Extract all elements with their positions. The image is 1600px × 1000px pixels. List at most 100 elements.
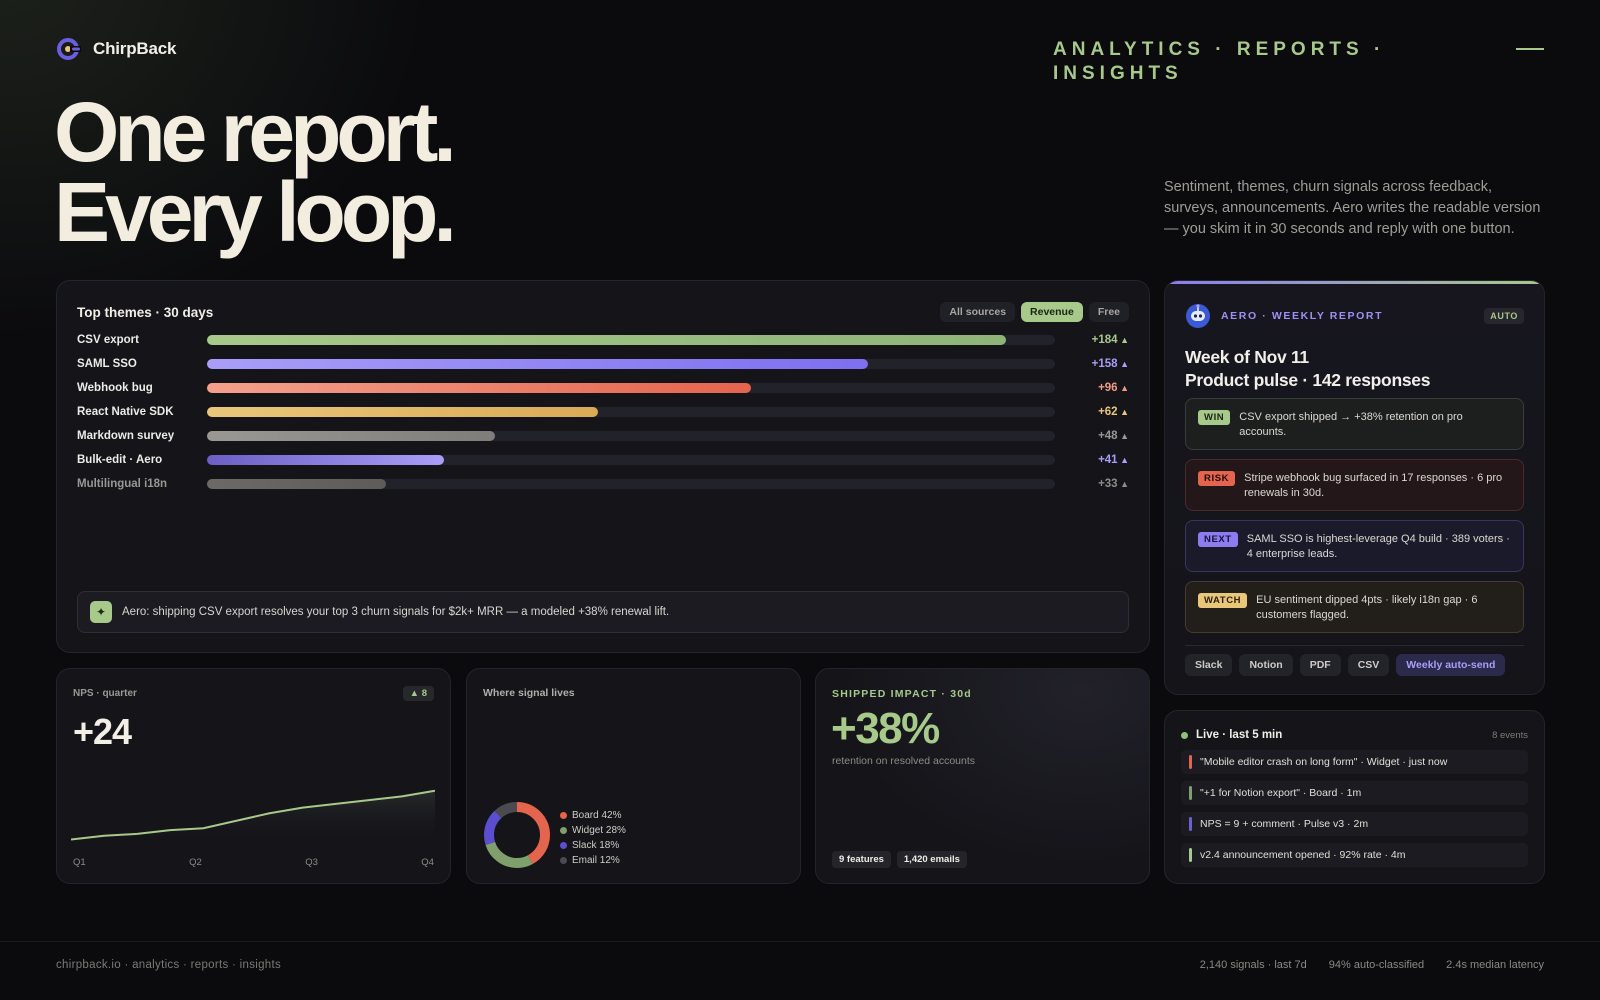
- export-slack-button[interactable]: Slack: [1185, 654, 1233, 676]
- report-kicker: AERO · WEEKLY REPORT: [1221, 310, 1384, 322]
- theme-delta: +158 ▲: [1055, 358, 1129, 370]
- nps-quarter-labels: Q1 Q2 Q3 Q4: [73, 857, 434, 868]
- features-chip[interactable]: 9 features: [832, 851, 891, 868]
- theme-delta-value: +158: [1091, 358, 1118, 370]
- theme-delta-value: +33: [1098, 478, 1118, 490]
- donut-slice: [484, 802, 550, 868]
- theme-row[interactable]: React Native SDK +62 ▲: [77, 404, 1129, 420]
- theme-delta: +96 ▲: [1055, 382, 1129, 394]
- nav-tagline: ANALYTICS · REPORTS · INSIGHTS: [1053, 39, 1386, 84]
- live-event[interactable]: "Mobile editor crash on long form" · Wid…: [1181, 750, 1528, 774]
- export-csv-button[interactable]: CSV: [1347, 654, 1390, 676]
- export-weekly-auto-send-button[interactable]: Weekly auto-send: [1396, 654, 1506, 676]
- menu-line-icon[interactable]: [1516, 48, 1544, 50]
- event-color-bar: [1189, 786, 1192, 800]
- quarter-label: Q2: [189, 857, 202, 868]
- nps-trend-chart: [71, 789, 435, 847]
- footer-site: chirpback.io · analytics · reports · ins…: [56, 959, 282, 971]
- report-accent-line: [1165, 281, 1544, 284]
- insight-tag: WIN: [1198, 410, 1231, 425]
- filter-free[interactable]: Free: [1088, 302, 1129, 322]
- theme-bar-fill: [207, 407, 598, 417]
- report-title-pulse: Product pulse · 142 responses: [1185, 370, 1431, 390]
- insight-tag: RISK: [1198, 471, 1236, 486]
- up-triangle-icon: ▲: [1117, 335, 1129, 345]
- theme-row[interactable]: Webhook bug +96 ▲: [77, 380, 1129, 396]
- legend-item: Widget 28%: [560, 823, 626, 838]
- signal-legend: Board 42% Widget 28% Slack 18% Email 12%: [560, 808, 626, 868]
- brand-name: ChirpBack: [93, 39, 177, 58]
- theme-row[interactable]: Bulk-edit · Aero +41 ▲: [77, 452, 1129, 468]
- report-header: AERO · WEEKLY REPORT AUTO: [1185, 303, 1524, 329]
- filter-revenue[interactable]: Revenue: [1021, 302, 1083, 322]
- event-text: NPS = 9 + comment · Pulse v3 · 2m: [1200, 818, 1369, 830]
- theme-delta: +33 ▲: [1055, 478, 1129, 490]
- up-triangle-icon: ▲: [1117, 431, 1129, 441]
- footer-stat: 2.4s median latency: [1446, 959, 1544, 971]
- impact-chips: 9 features 1,420 emails: [832, 851, 967, 868]
- theme-delta: +62 ▲: [1055, 406, 1129, 418]
- sparkle-icon: ✦: [90, 601, 112, 623]
- legend-item: Board 42%: [560, 808, 626, 823]
- report-divider: [1185, 645, 1524, 646]
- theme-label: CSV export: [77, 334, 139, 346]
- hero-line-2: Every loop.: [54, 165, 457, 259]
- filter-all-sources[interactable]: All sources: [940, 302, 1016, 322]
- donut-slice: [484, 802, 550, 868]
- event-color-bar: [1189, 848, 1192, 862]
- live-event[interactable]: "+1 for Notion export" · Board · 1m: [1181, 781, 1528, 805]
- emails-chip[interactable]: 1,420 emails: [896, 851, 967, 868]
- nps-value: +24: [73, 711, 132, 752]
- impact-kicker: SHIPPED IMPACT · 30d: [832, 688, 972, 700]
- export-pdf-button[interactable]: PDF: [1299, 654, 1341, 676]
- theme-row[interactable]: Markdown survey +48 ▲: [77, 428, 1129, 444]
- export-actions: Slack Notion PDF CSV Weekly auto-send: [1185, 654, 1506, 676]
- live-events-card: Live · last 5 min 8 events "Mobile edito…: [1164, 710, 1545, 884]
- insight-risk[interactable]: RISK Stripe webhook bug surfaced in 17 re…: [1185, 459, 1524, 511]
- footer-stats: 2,140 signals · last 7d 94% auto-classif…: [1200, 959, 1544, 971]
- insight-win[interactable]: WIN CSV export shipped → +38% retention o…: [1185, 398, 1524, 450]
- legend-item: Email 12%: [560, 853, 626, 868]
- up-triangle-icon: ▲: [1117, 479, 1129, 489]
- nps-kicker: NPS · quarter: [73, 688, 137, 699]
- theme-label: Bulk-edit · Aero: [77, 454, 163, 466]
- theme-row[interactable]: Multilingual i18n +33 ▲: [77, 476, 1129, 492]
- signal-donut-chart: [484, 802, 550, 868]
- theme-delta: +41 ▲: [1055, 454, 1129, 466]
- nps-trend-area: [71, 790, 435, 847]
- aero-robot-icon: [1186, 304, 1210, 328]
- impact-value: +38%: [831, 704, 940, 753]
- theme-row[interactable]: CSV export +184 ▲: [77, 332, 1129, 348]
- theme-delta-value: +48: [1098, 430, 1118, 442]
- nps-card: NPS · quarter ▲ 8 +24 Q1 Q2 Q3 Q4: [56, 668, 451, 884]
- theme-row[interactable]: SAML SSO +158 ▲: [77, 356, 1129, 372]
- aero-note[interactable]: ✦ Aero: shipping CSV export resolves you…: [77, 591, 1129, 633]
- export-notion-button[interactable]: Notion: [1239, 654, 1293, 676]
- nps-trend-line: [71, 789, 435, 841]
- theme-bar-fill: [207, 335, 1006, 345]
- impact-subtitle: retention on resolved accounts: [832, 755, 976, 767]
- theme-label: Webhook bug: [77, 382, 153, 394]
- hero-line-1: One report.: [54, 85, 457, 179]
- insight-text: Stripe webhook bug surfaced in 17 respon…: [1244, 472, 1503, 499]
- up-triangle-icon: ▲: [1117, 455, 1129, 465]
- theme-bar-track: [207, 455, 1055, 465]
- theme-bar-track: [207, 383, 1055, 393]
- up-triangle-icon: ▲: [1117, 407, 1129, 417]
- live-event[interactable]: NPS = 9 + comment · Pulse v3 · 2m: [1181, 812, 1528, 836]
- theme-delta-value: +96: [1098, 382, 1118, 394]
- insight-next[interactable]: NEXT SAML SSO is highest-leverage Q4 buil…: [1185, 520, 1524, 572]
- up-triangle-icon: ▲: [1117, 359, 1129, 369]
- insight-tag: WATCH: [1198, 593, 1248, 608]
- nps-change-badge: ▲ 8: [402, 686, 434, 701]
- insight-watch[interactable]: WATCH EU sentiment dipped 4pts · likely i…: [1185, 581, 1524, 633]
- event-color-bar: [1189, 817, 1192, 831]
- event-text: v2.4 announcement opened · 92% rate · 4m: [1200, 849, 1406, 861]
- live-event[interactable]: v2.4 announcement opened · 92% rate · 4m: [1181, 843, 1528, 867]
- live-status-dot-icon: [1181, 731, 1188, 739]
- theme-bar-fill: [207, 479, 386, 489]
- quarter-label: Q1: [73, 857, 86, 868]
- theme-label: SAML SSO: [77, 358, 137, 370]
- live-event-count: 8 events: [1492, 729, 1528, 741]
- brand[interactable]: ChirpBack: [57, 37, 176, 61]
